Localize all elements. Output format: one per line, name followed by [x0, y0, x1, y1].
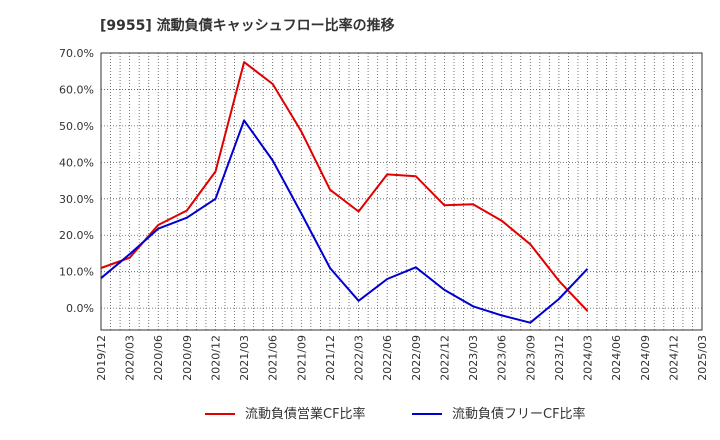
x-tick-label: 2022/09	[410, 335, 423, 381]
x-tick-label: 2021/06	[267, 335, 280, 381]
x-tick-label: 2024/03	[582, 335, 595, 381]
x-tick-label: 2019/12	[95, 335, 108, 381]
x-tick-label: 2021/09	[295, 335, 308, 381]
legend-label-2: 流動負債フリーCF比率	[452, 406, 586, 422]
legend-label-1: 流動負債営業CF比率	[245, 406, 366, 422]
x-tick-label: 2022/03	[353, 335, 366, 381]
chart-title: [9955] 流動負債キャッシュフロー比率の推移	[100, 17, 395, 34]
x-tick-label: 2023/12	[553, 335, 566, 381]
x-tick-label: 2020/06	[152, 335, 165, 381]
plot-frame	[100, 52, 703, 331]
y-tick-label: 60.0%	[59, 83, 94, 96]
series-line-1	[100, 61, 589, 312]
x-tick-label: 2022/06	[381, 335, 394, 381]
x-tick-label: 2020/12	[209, 335, 222, 381]
x-tick-label: 2024/12	[667, 335, 680, 381]
y-tick-label: 20.0%	[59, 229, 94, 242]
x-tick-label: 2024/06	[610, 335, 623, 381]
y-tick-label: 30.0%	[59, 193, 94, 206]
x-tick-label: 2022/12	[438, 335, 451, 381]
y-axis: 70.0% 60.0% 50.0% 40.0% 30.0% 20.0% 10.0% 0.0%	[59, 47, 94, 315]
x-tick-label: 2020/03	[124, 335, 137, 381]
x-tick-label: 2023/03	[467, 335, 480, 381]
grid	[101, 52, 702, 330]
y-tick-label: 10.0%	[59, 266, 94, 279]
x-tick-label: 2023/06	[496, 335, 509, 381]
x-tick-label: 2025/03	[696, 335, 709, 381]
x-tick-label: 2021/03	[238, 335, 251, 381]
legend: 流動負債営業CF比率 流動負債フリーCF比率	[205, 406, 586, 422]
series-lines	[100, 61, 589, 324]
y-tick-label: 50.0%	[59, 120, 94, 133]
x-tick-label: 2021/12	[324, 335, 337, 381]
series-line-2	[100, 119, 589, 324]
x-tick-label: 2020/09	[181, 335, 194, 381]
x-tick-label: 2023/09	[524, 335, 537, 381]
y-tick-label: 40.0%	[59, 156, 94, 169]
y-tick-label: 70.0%	[59, 47, 94, 60]
x-tick-label: 2024/09	[639, 335, 652, 381]
x-axis: 2019/12 2020/03 2020/06 2020/09 2020/12 2021/…	[95, 335, 709, 381]
y-tick-label: 0.0%	[66, 302, 94, 315]
